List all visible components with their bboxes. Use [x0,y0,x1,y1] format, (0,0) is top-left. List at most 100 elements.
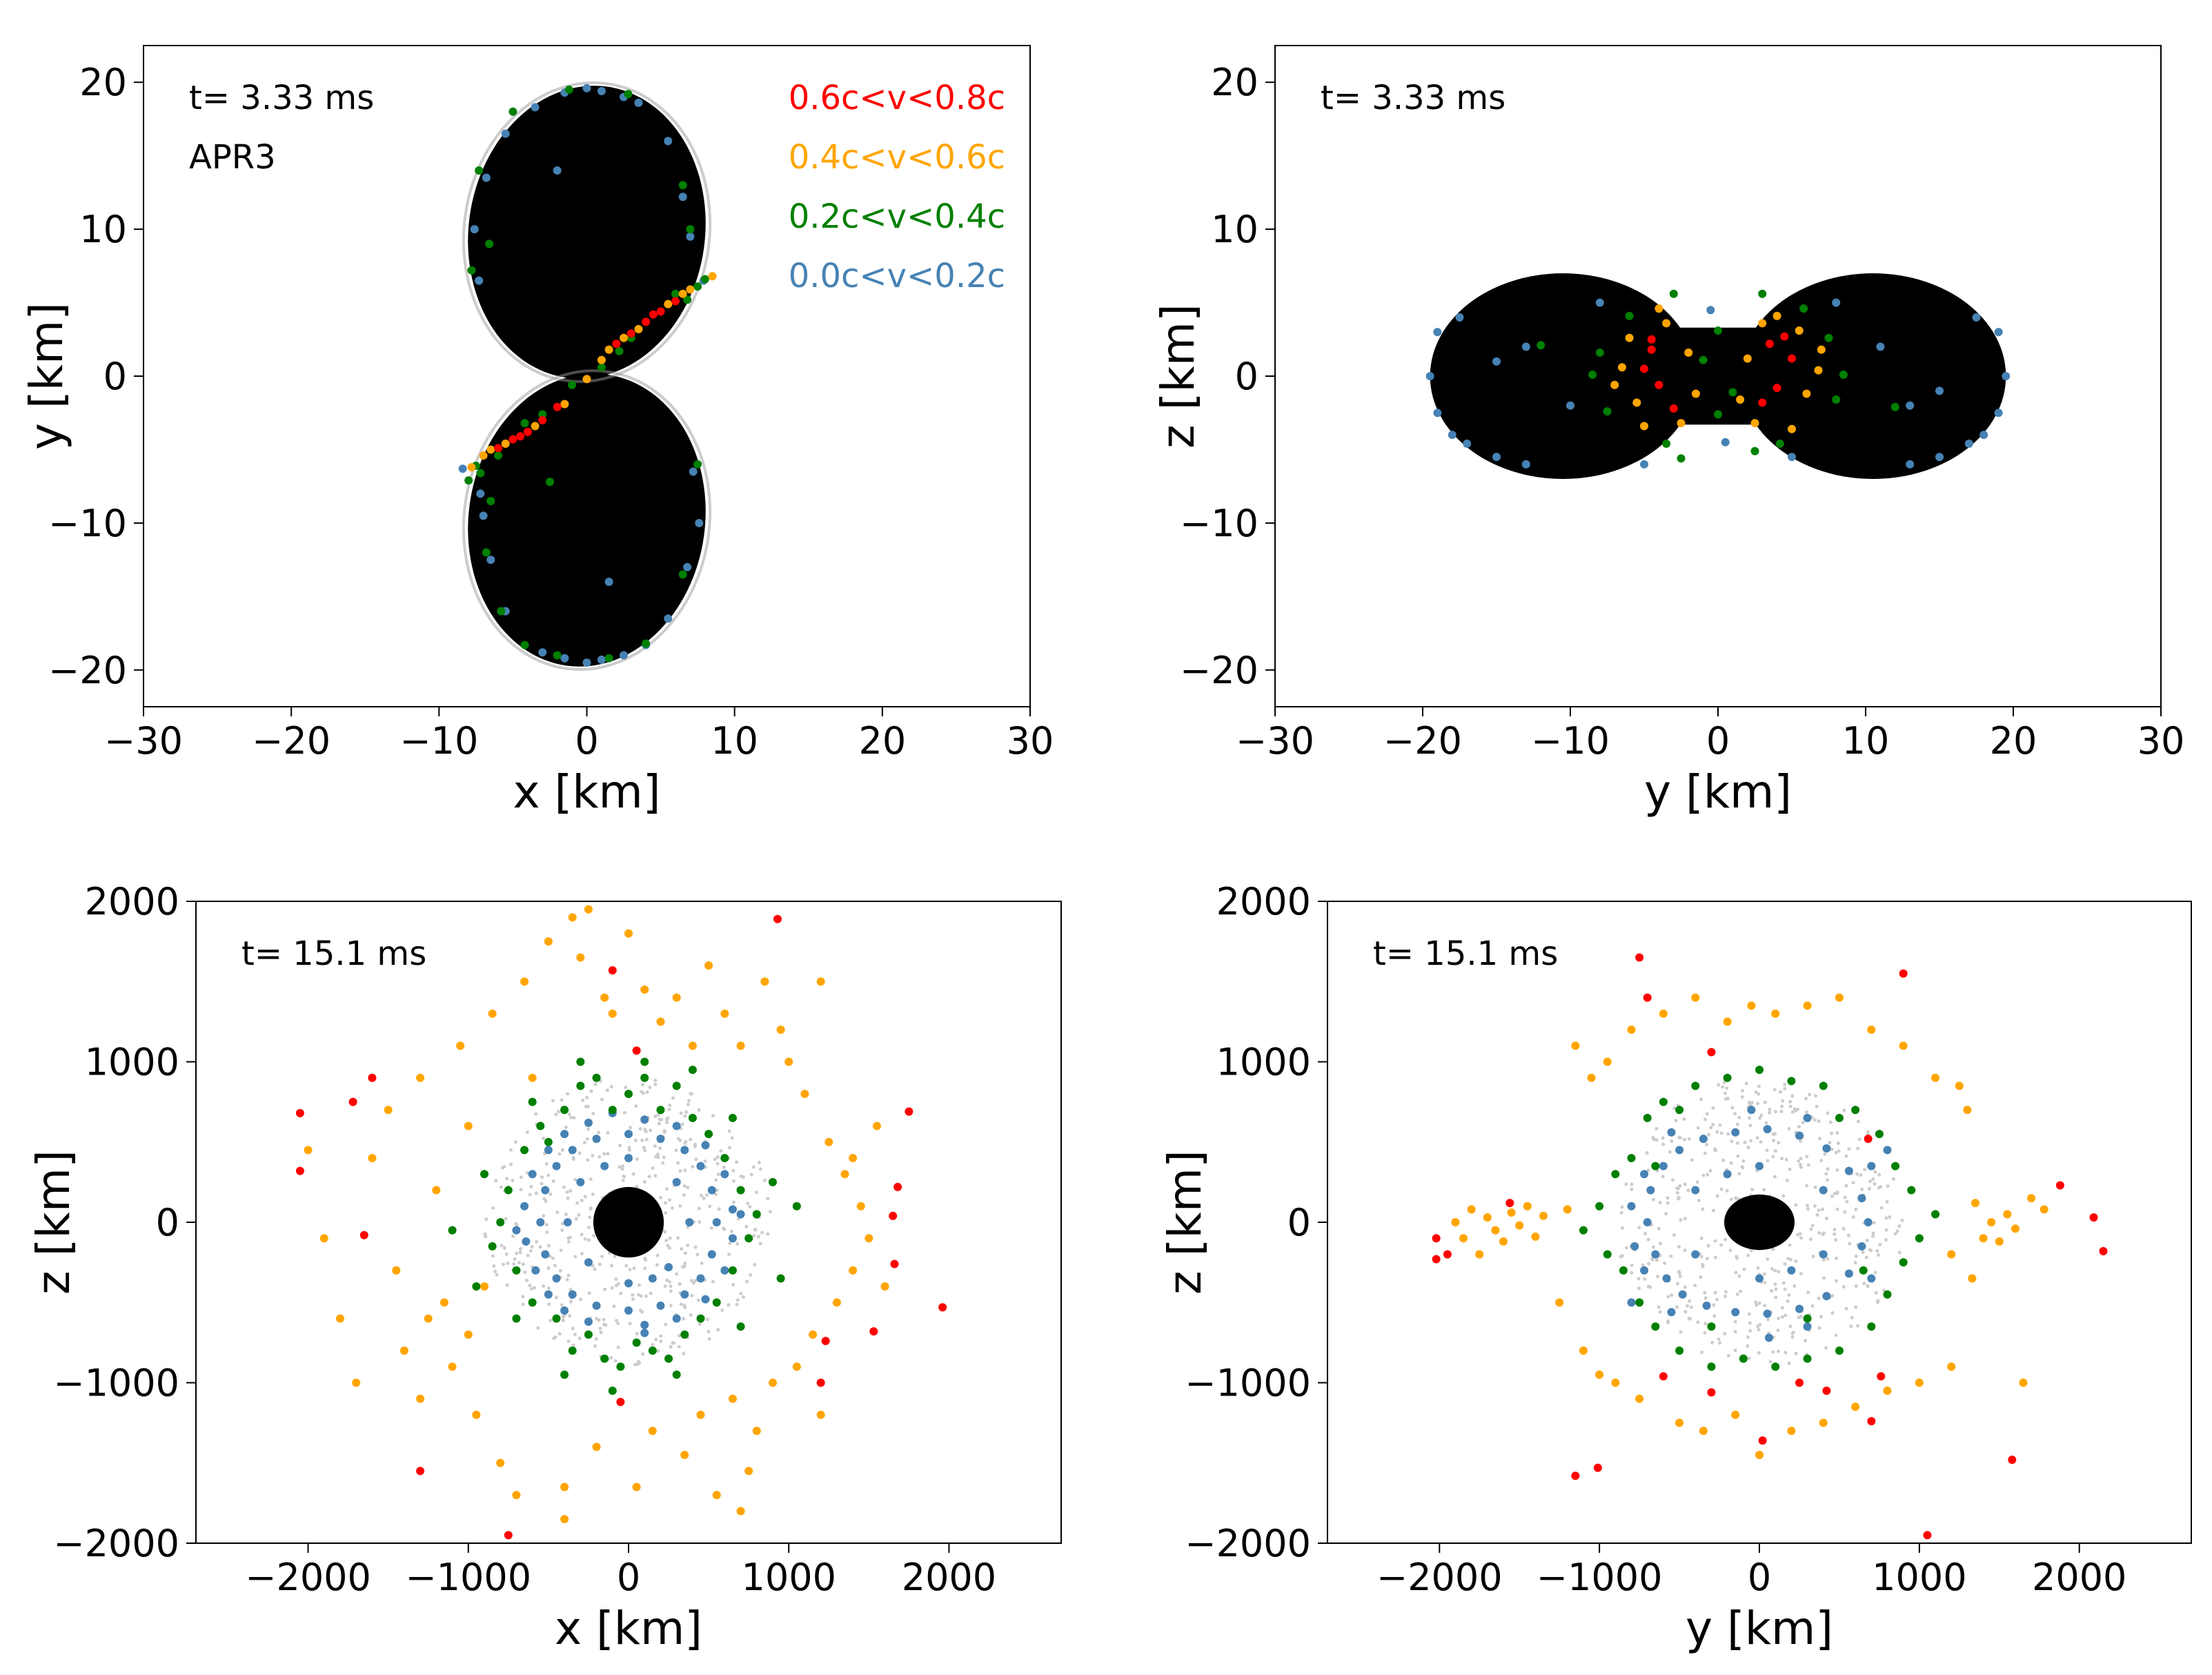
halo-particle [1783,1083,1787,1087]
x-tick-label: −20 [252,719,330,763]
halo-particle [635,1157,640,1161]
halo-particle [587,1291,591,1295]
data-point [656,1106,665,1115]
data-point [2055,1181,2064,1190]
data-point [664,300,673,308]
halo-particle [1897,1224,1902,1228]
data-point [712,1491,721,1500]
data-point [1899,1258,1908,1267]
halo-particle [1709,1126,1713,1130]
halo-particle [663,1284,667,1289]
halo-particle [655,1263,659,1267]
halo-particle [1836,1141,1840,1145]
data-point [488,1242,497,1251]
halo-particle [1735,1141,1739,1145]
data-point [1875,1130,1884,1139]
halo-particle [1784,1157,1788,1162]
halo-particle [719,1149,723,1153]
data-point [1787,1266,1796,1275]
data-point [1968,1274,1977,1283]
halo-particle [1893,1232,1897,1236]
halo-particle [580,1251,584,1255]
halo-particle [1650,1257,1655,1262]
data-point [649,310,658,319]
data-point [1646,1186,1655,1195]
halo-particle [669,1345,673,1349]
halo-particle [1780,1104,1784,1108]
halo-particle [713,1193,718,1197]
data-point [612,340,621,349]
halo-particle [754,1191,758,1195]
halo-particle [1669,1254,1673,1258]
data-point [736,1507,745,1516]
halo-particle [1756,1101,1760,1106]
halo-particle [519,1175,523,1179]
halo-particle [696,1298,700,1302]
halo-particle [1855,1172,1859,1176]
halo-particle [1826,1178,1830,1182]
data-point [1803,1314,1812,1323]
halo-particle [585,1137,589,1141]
data-point [707,1250,716,1259]
halo-particle [1621,1226,1625,1231]
halo-particle [1619,1255,1623,1259]
halo-particle [1735,1122,1739,1126]
halo-particle [631,1293,635,1297]
data-point [1492,357,1501,366]
data-point [1994,328,2003,337]
halo-particle [628,1322,632,1326]
data-point [1619,1266,1628,1275]
data-point [640,1320,649,1329]
halo-particle [1637,1277,1641,1281]
halo-particle [1733,1320,1737,1324]
halo-particle [567,1113,571,1117]
data-point [486,445,495,454]
halo-particle [577,1213,581,1217]
data-point [1463,439,1472,448]
halo-particle [727,1252,731,1256]
halo-particle [1619,1211,1623,1215]
data-point [664,1354,673,1363]
data-point [1659,1162,1668,1170]
halo-particle [1672,1106,1677,1110]
data-point [479,451,488,460]
data-point [672,1177,681,1186]
halo-particle [536,1326,540,1330]
data-point [769,1378,777,1387]
data-point [1675,1418,1684,1427]
data-point [1707,1388,1716,1397]
data-point [576,953,585,962]
halo-particle [1770,1266,1774,1271]
halo-particle [676,1236,680,1240]
halo-particle [1835,1191,1839,1195]
halo-particle [1824,1172,1828,1176]
halo-particle [1851,1215,1855,1219]
halo-particle [1794,1351,1798,1355]
data-point [592,1135,601,1144]
halo-particle [1781,1099,1785,1103]
halo-particle [593,1267,597,1271]
data-point [1630,1242,1639,1251]
halo-particle [1688,1299,1692,1303]
halo-particle [1793,1284,1797,1288]
data-point [1448,431,1456,440]
halo-particle [1658,1310,1662,1314]
halo-particle [1828,1120,1833,1124]
halo-particle [1683,1248,1687,1253]
halo-particle [680,1122,684,1126]
halo-particle [1841,1285,1846,1289]
halo-particle [571,1326,575,1331]
data-point [1627,1298,1636,1307]
halo-particle [1835,1279,1839,1283]
halo-particle [1713,1291,1717,1295]
halo-particle [1705,1112,1709,1116]
halo-particle [1788,1324,1793,1329]
halo-particle [1757,1092,1761,1096]
data-point [1771,1362,1780,1371]
data-point [508,435,517,444]
halo-particle [589,1177,593,1182]
halo-particle [1670,1139,1674,1144]
halo-particle [758,1242,762,1246]
halo-particle [1784,1351,1788,1355]
halo-particle [739,1291,743,1295]
